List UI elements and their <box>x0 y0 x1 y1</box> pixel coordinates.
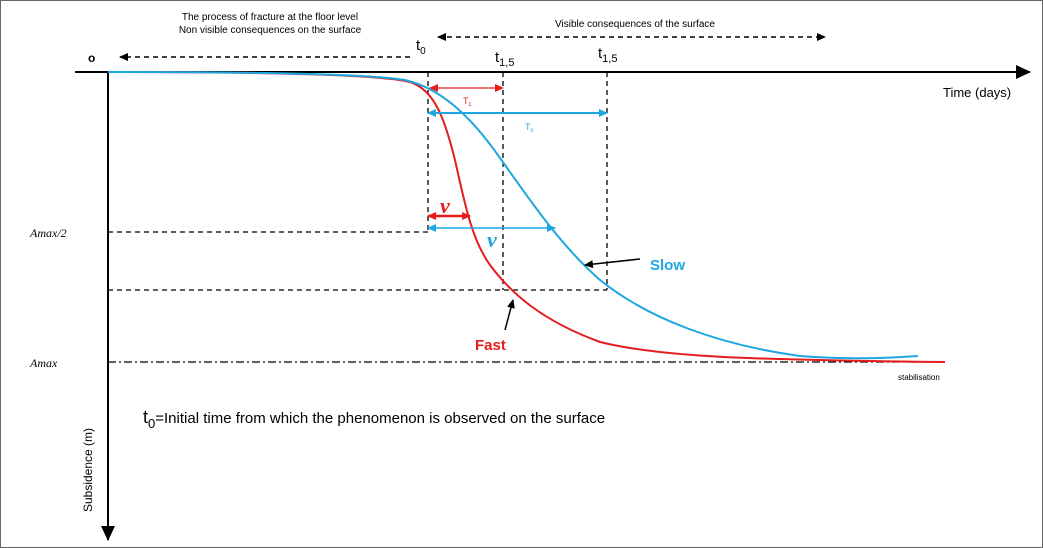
time-axis-label: Time (days) <box>943 85 1011 100</box>
visible-label: Visible consequences of the surface <box>555 19 715 30</box>
amax-label: Amax <box>29 356 58 370</box>
t0-label: t0 <box>416 37 426 57</box>
tc-fast-label: Tc <box>463 96 472 108</box>
note: t0=Initial time from which the phenomeno… <box>143 407 605 431</box>
v-fast-label: ν <box>440 193 450 218</box>
slow-pointer <box>584 258 641 269</box>
tc-slow-label: Tc <box>525 122 534 134</box>
fast-label: Fast <box>475 337 506 354</box>
non-visible-label: Non visible consequences on the surface <box>179 25 362 36</box>
y-axis-label: Subsidence (m) <box>81 428 95 512</box>
amax-half-label: Amax/2 <box>29 226 67 240</box>
t15-slow-label: t1,5 <box>598 45 617 65</box>
stabilisation-label: stabilisation <box>898 373 940 382</box>
slow-curve <box>107 71 919 360</box>
slow-label: Slow <box>650 257 685 274</box>
v-slow-label: ν <box>487 227 497 252</box>
fast-curve <box>107 71 946 363</box>
t15-fast-label: t1,5 <box>495 49 514 69</box>
guides <box>108 72 608 291</box>
fast-pointer <box>504 299 515 331</box>
origin-label: o <box>88 51 95 65</box>
process-label: The process of fracture at the floor lev… <box>182 12 358 23</box>
